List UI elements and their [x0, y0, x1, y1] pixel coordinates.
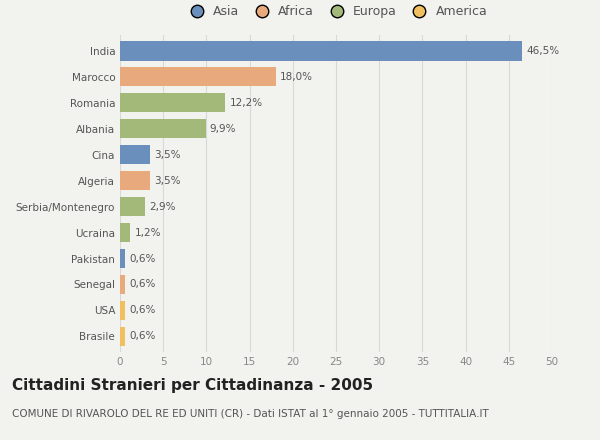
Bar [120, 301, 125, 320]
Bar [120, 326, 125, 346]
Bar [120, 249, 125, 268]
Text: 12,2%: 12,2% [230, 98, 263, 108]
Text: Cittadini Stranieri per Cittadinanza - 2005: Cittadini Stranieri per Cittadinanza - 2… [12, 378, 373, 393]
Bar [120, 197, 145, 216]
Bar [120, 171, 150, 191]
Bar [120, 67, 275, 87]
Text: 0,6%: 0,6% [130, 305, 156, 315]
Text: 0,6%: 0,6% [130, 253, 156, 264]
Bar [120, 275, 125, 294]
Text: 0,6%: 0,6% [130, 331, 156, 341]
Bar [120, 145, 150, 165]
Text: 1,2%: 1,2% [134, 227, 161, 238]
Text: 0,6%: 0,6% [130, 279, 156, 290]
Text: 3,5%: 3,5% [155, 150, 181, 160]
Text: 18,0%: 18,0% [280, 72, 313, 82]
Text: 3,5%: 3,5% [155, 176, 181, 186]
Text: 46,5%: 46,5% [526, 46, 559, 56]
Bar [120, 93, 226, 113]
Bar [120, 41, 522, 61]
Bar [120, 119, 206, 139]
Text: 9,9%: 9,9% [210, 124, 236, 134]
Bar [120, 223, 130, 242]
Text: COMUNE DI RIVAROLO DEL RE ED UNITI (CR) - Dati ISTAT al 1° gennaio 2005 - TUTTIT: COMUNE DI RIVAROLO DEL RE ED UNITI (CR) … [12, 409, 489, 419]
Legend: Asia, Africa, Europa, America: Asia, Africa, Europa, America [179, 0, 493, 23]
Text: 2,9%: 2,9% [149, 202, 176, 212]
